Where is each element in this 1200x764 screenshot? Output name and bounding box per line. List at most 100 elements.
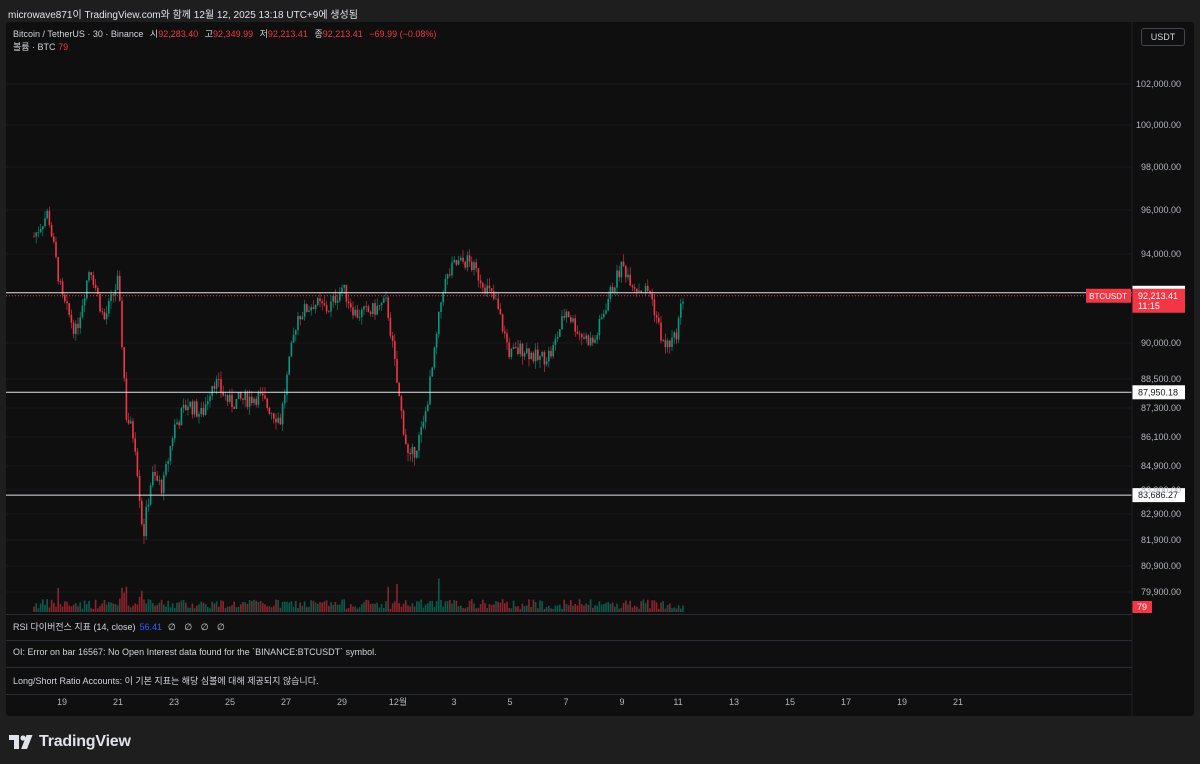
pane-divider[interactable] xyxy=(6,667,1132,668)
volume-bar xyxy=(187,607,189,612)
price-tick-label: 79,900.00 xyxy=(1141,587,1181,597)
candle-body xyxy=(187,406,189,411)
volume-bar xyxy=(376,602,378,612)
candle-body xyxy=(99,293,101,312)
volume-bar xyxy=(75,603,77,612)
candle-body xyxy=(477,268,480,281)
time-axis[interactable]: 19 21 23 25 27 29 12월 3 5 7 9 11 13 15 17 19 21 xyxy=(57,696,963,707)
candle-body xyxy=(614,287,616,293)
candles[interactable] xyxy=(33,206,684,545)
volume-bar xyxy=(389,608,392,612)
candle-body xyxy=(83,298,86,306)
time-tick-label: 13 xyxy=(729,697,739,707)
price-axis[interactable]: 102,000.00 100,000.00 98,000.00 96,000.00 94… xyxy=(1131,22,1181,716)
volume-bar xyxy=(680,608,682,612)
horizontal-lines[interactable]: 92,256.1987,950.1883,686.27BTCUSDT92,213… xyxy=(6,285,1185,613)
candle-body xyxy=(611,287,614,293)
candle-body xyxy=(622,261,625,266)
volume-bar xyxy=(372,603,374,612)
volume-bar xyxy=(644,603,647,612)
volume-bar xyxy=(224,608,227,612)
candle-body xyxy=(171,438,174,447)
candle-body xyxy=(105,313,108,320)
ls-pane-label[interactable]: Long/Short Ratio Accounts: 이 기본 지표는 해당 심… xyxy=(13,674,318,687)
volume-bar xyxy=(59,604,62,612)
candle-body xyxy=(506,333,508,343)
candle-body xyxy=(59,281,62,283)
oi-pane-label[interactable]: OI: Error on bar 16567: No Open Interest… xyxy=(13,647,377,657)
time-tick-label: 12월 xyxy=(389,696,407,707)
volume-bar xyxy=(350,604,352,612)
volume-bar xyxy=(446,601,449,612)
candle-body xyxy=(561,316,563,330)
candle-body xyxy=(449,274,451,276)
candle-body xyxy=(539,356,541,360)
legend-open-label: 시 xyxy=(149,29,159,39)
tradingview-logo[interactable]: TradingView xyxy=(9,733,131,751)
volume-bar xyxy=(198,604,200,612)
candle-body xyxy=(488,285,491,289)
volume-bar xyxy=(240,604,242,612)
volume-bar xyxy=(92,608,95,612)
volume-bar xyxy=(119,598,121,612)
pane-divider[interactable] xyxy=(6,640,1132,641)
candle-body xyxy=(50,224,53,237)
volume-bar xyxy=(229,606,231,612)
volume-bar xyxy=(394,601,396,612)
volume-bar xyxy=(451,603,453,612)
candle-body xyxy=(471,261,473,271)
price-tick-label: 98,000.00 xyxy=(1141,162,1181,172)
volume-bar xyxy=(209,608,211,612)
volume-bar xyxy=(528,599,530,612)
legend-volume-label[interactable]: 볼륨 · BTC xyxy=(13,42,56,52)
candle-body xyxy=(666,340,669,348)
chart-grid xyxy=(6,83,1132,593)
candle-body xyxy=(70,314,73,323)
volume-bar xyxy=(68,605,70,612)
volume-bar xyxy=(275,599,277,612)
volume-bar xyxy=(460,605,462,612)
price-chart[interactable]: 92,256.1987,950.1883,686.27BTCUSDT92,213… xyxy=(6,22,1194,716)
candle-body xyxy=(86,280,88,299)
candle-body xyxy=(242,398,244,400)
volume-bar xyxy=(244,602,246,612)
volume-bar xyxy=(620,607,623,612)
volume-bar xyxy=(196,605,198,612)
time-tick-label: 7 xyxy=(563,697,568,707)
volume-bar xyxy=(563,599,565,612)
legend-symbol[interactable]: Bitcoin / TetherUS · 30 · Binance xyxy=(13,29,144,39)
candle-body xyxy=(130,421,132,424)
candle-body xyxy=(530,352,532,360)
volume-bar xyxy=(281,601,284,612)
volume-bar xyxy=(112,603,114,612)
volume-bar xyxy=(202,602,205,612)
price-tick-label: 94,000.00 xyxy=(1141,249,1181,259)
volume-bar xyxy=(631,607,634,612)
volume-bar xyxy=(510,608,513,612)
price-tick-label: 81,900.00 xyxy=(1141,535,1181,545)
volume-bar xyxy=(488,604,491,612)
pane-divider[interactable] xyxy=(6,614,1132,615)
volume-bar xyxy=(651,600,653,612)
candle-body xyxy=(413,446,416,458)
candle-body xyxy=(490,288,493,292)
candle-body xyxy=(312,307,315,309)
candle-body xyxy=(251,396,253,404)
candle-body xyxy=(633,287,636,289)
candle-body xyxy=(411,446,414,455)
candle-body xyxy=(127,419,130,424)
volume-bar xyxy=(385,601,387,612)
candle-body xyxy=(576,331,579,334)
candle-body xyxy=(651,293,653,300)
volume-bar xyxy=(658,608,660,612)
volume-bar xyxy=(649,608,651,612)
candle-body xyxy=(125,378,128,420)
chart-frame[interactable]: 92,256.1987,950.1883,686.27BTCUSDT92,213… xyxy=(6,22,1194,716)
volume-bar xyxy=(396,583,398,612)
volume-bar xyxy=(50,599,53,612)
volume-bar xyxy=(317,603,319,612)
volume-bar xyxy=(581,604,583,612)
candle-body xyxy=(662,339,664,341)
rsi-pane-label[interactable]: RSI 다이버전스 지표 (14, close) 56.41 ∅ ∅ ∅ ∅ xyxy=(13,620,228,633)
currency-button[interactable]: USDT xyxy=(1141,28,1185,46)
